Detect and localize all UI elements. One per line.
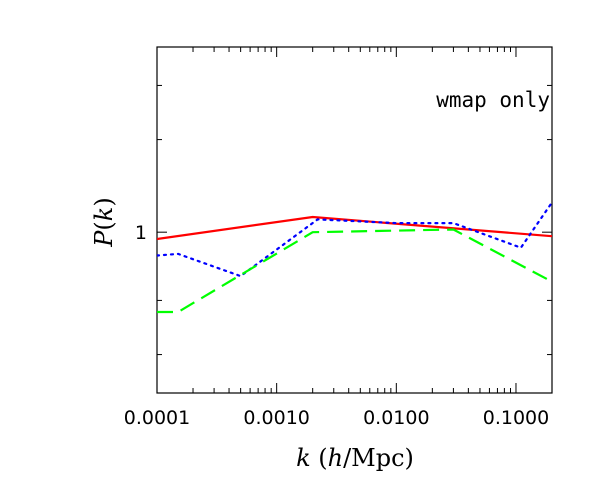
- axis-ticks: [156, 47, 553, 393]
- x-axis-label-h: h: [328, 444, 343, 472]
- y-axis-label-k: k: [90, 207, 118, 222]
- x-tick-label: 0.0100: [363, 407, 429, 429]
- x-axis-label-k: k: [296, 444, 311, 472]
- series-dotted-line: [157, 201, 552, 278]
- plot-frame: [156, 46, 553, 394]
- y-axis-label: P(k): [90, 197, 118, 247]
- x-axis-label-unit: /Mpc): [343, 444, 414, 472]
- series-layer: [157, 201, 552, 314]
- y-tick-label: 1: [135, 222, 147, 244]
- y-tick-labels: 1: [135, 222, 147, 244]
- y-axis-label-close: ): [90, 197, 118, 206]
- x-tick-label: 0.0010: [243, 407, 309, 429]
- y-axis-label-open: (: [90, 221, 118, 230]
- x-axis-label: k (h/Mpc): [296, 444, 414, 472]
- series-solid-line: [157, 215, 552, 241]
- annotation-wmap-only: wmap only: [436, 88, 550, 112]
- series-dashed-line: [157, 228, 552, 314]
- x-axis-label-open: (: [311, 444, 328, 472]
- x-tick-labels: 0.0001 0.0010 0.0100 0.1000: [124, 407, 549, 429]
- y-axis-label-p: P: [90, 230, 118, 248]
- plot-border: [156, 46, 553, 394]
- x-tick-label: 0.1000: [483, 407, 549, 429]
- x-tick-label: 0.0001: [124, 407, 190, 429]
